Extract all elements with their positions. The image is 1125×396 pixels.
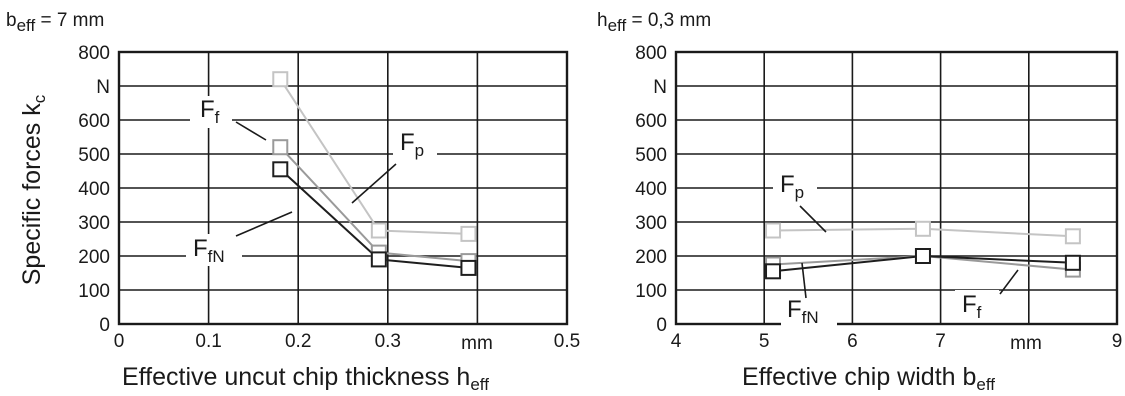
- svg-text:FfN: FfN: [193, 235, 225, 266]
- marker-ffn: [914, 248, 931, 264]
- x-tick-label: 4: [671, 331, 682, 352]
- svg-text:Ff: Ff: [962, 291, 982, 322]
- series-label-ff: Ff: [190, 96, 267, 141]
- y-tick-label: 500: [78, 145, 110, 166]
- plot-frame: [117, 50, 569, 326]
- x-tick-labels: 4 5 6 7 9: [671, 331, 1123, 352]
- y-tick-label: 400: [78, 179, 110, 200]
- y-tick-label: 500: [635, 145, 667, 166]
- marker-ff: [272, 139, 289, 156]
- series-label-ffn: FfN: [186, 211, 293, 266]
- y-axis-label: Specific forces kc: [18, 94, 49, 285]
- x-unit-label: mm: [1010, 333, 1042, 354]
- series-label-fp: Fp: [773, 170, 827, 233]
- x-tick-label: 6: [847, 331, 858, 352]
- series-line-fp: [279, 78, 469, 235]
- y-tick-label: 800: [78, 43, 110, 64]
- leader-line: [235, 211, 293, 237]
- y-tick-label: 0: [656, 315, 667, 336]
- y-tick-label: 300: [78, 213, 110, 234]
- plot-frame: [674, 50, 1119, 326]
- svg-text:Fp: Fp: [400, 129, 424, 160]
- y-unit-label: N: [96, 77, 110, 98]
- y-tick-label: 800: [635, 43, 667, 64]
- grid-lines: [117, 50, 569, 326]
- y-tick-label: 600: [635, 111, 667, 132]
- marker-ffn: [460, 259, 477, 276]
- marker-fp: [272, 71, 289, 88]
- x-axis-label: Effective uncut chip thickness heff: [122, 363, 489, 394]
- label-knockout: [781, 298, 837, 330]
- y-tick-labels: 0 100 200 300 400 500 600 800: [635, 43, 667, 336]
- condition-label-left: beff = 7 mm: [6, 10, 104, 35]
- label-knockout: [773, 170, 817, 204]
- x-tick-label: 0: [114, 331, 125, 352]
- y-tick-label: 600: [78, 111, 110, 132]
- x-axis-label: Effective chip width beff: [742, 363, 995, 394]
- marker-fp: [914, 220, 931, 237]
- marker-ffn: [272, 161, 289, 178]
- leader-line: [351, 163, 397, 204]
- y-tick-label: 100: [78, 281, 110, 302]
- x-tick-labels: 0 0.1 0.2 0.3 0.5: [114, 331, 581, 352]
- condition-label-right: heff = 0,3 mm: [597, 10, 711, 35]
- leader-line: [801, 262, 807, 299]
- leader-line: [235, 121, 267, 141]
- series-line-ff: [279, 146, 469, 263]
- series-markers: [765, 220, 1081, 280]
- leader-line: [999, 269, 1019, 295]
- y-tick-label: 200: [78, 247, 110, 268]
- y-tick-label: 0: [99, 315, 110, 336]
- x-tick-label: 0.1: [195, 331, 221, 352]
- x-tick-label: 5: [759, 331, 770, 352]
- x-unit-label: mm: [461, 333, 493, 354]
- label-knockout: [186, 234, 242, 266]
- x-tick-label: 0.5: [554, 331, 580, 352]
- y-tick-label: 200: [635, 247, 667, 268]
- x-tick-label: 0.3: [375, 331, 401, 352]
- label-knockout: [393, 128, 437, 162]
- leader-line: [799, 205, 827, 233]
- y-tick-label: 100: [635, 281, 667, 302]
- chart-right: heff = 0,3 mm 0 100 200 300 400 500 600 800 4 5 6…: [597, 10, 1122, 394]
- svg-text:Ff: Ff: [200, 96, 220, 127]
- x-tick-label: 9: [1112, 331, 1123, 352]
- series-lines: [279, 78, 469, 269]
- label-knockout: [955, 290, 999, 322]
- y-tick-label: 300: [635, 213, 667, 234]
- series-markers: [272, 71, 477, 276]
- marker-ffn: [370, 251, 387, 268]
- svg-text:Fp: Fp: [780, 171, 804, 202]
- series-label-ff: Ff: [955, 269, 1019, 322]
- x-tick-label: 7: [935, 331, 946, 352]
- y-unit-label: N: [653, 77, 667, 98]
- y-tick-label: 400: [635, 179, 667, 200]
- marker-fp: [1064, 228, 1081, 245]
- label-knockout: [190, 96, 232, 128]
- marker-fp: [460, 225, 477, 242]
- marker-fp: [765, 222, 782, 239]
- grid-lines: [674, 50, 1119, 326]
- y-tick-labels: 0 100 200 300 400 500 600 800: [78, 43, 110, 336]
- marker-fp: [370, 222, 387, 239]
- svg-text:FfN: FfN: [787, 296, 819, 327]
- series-label-ffn: FfN: [781, 262, 837, 330]
- x-tick-label: 0.2: [285, 331, 311, 352]
- marker-ffn: [765, 263, 782, 280]
- series-label-fp: Fp: [351, 128, 437, 204]
- marker-ffn: [1064, 254, 1081, 271]
